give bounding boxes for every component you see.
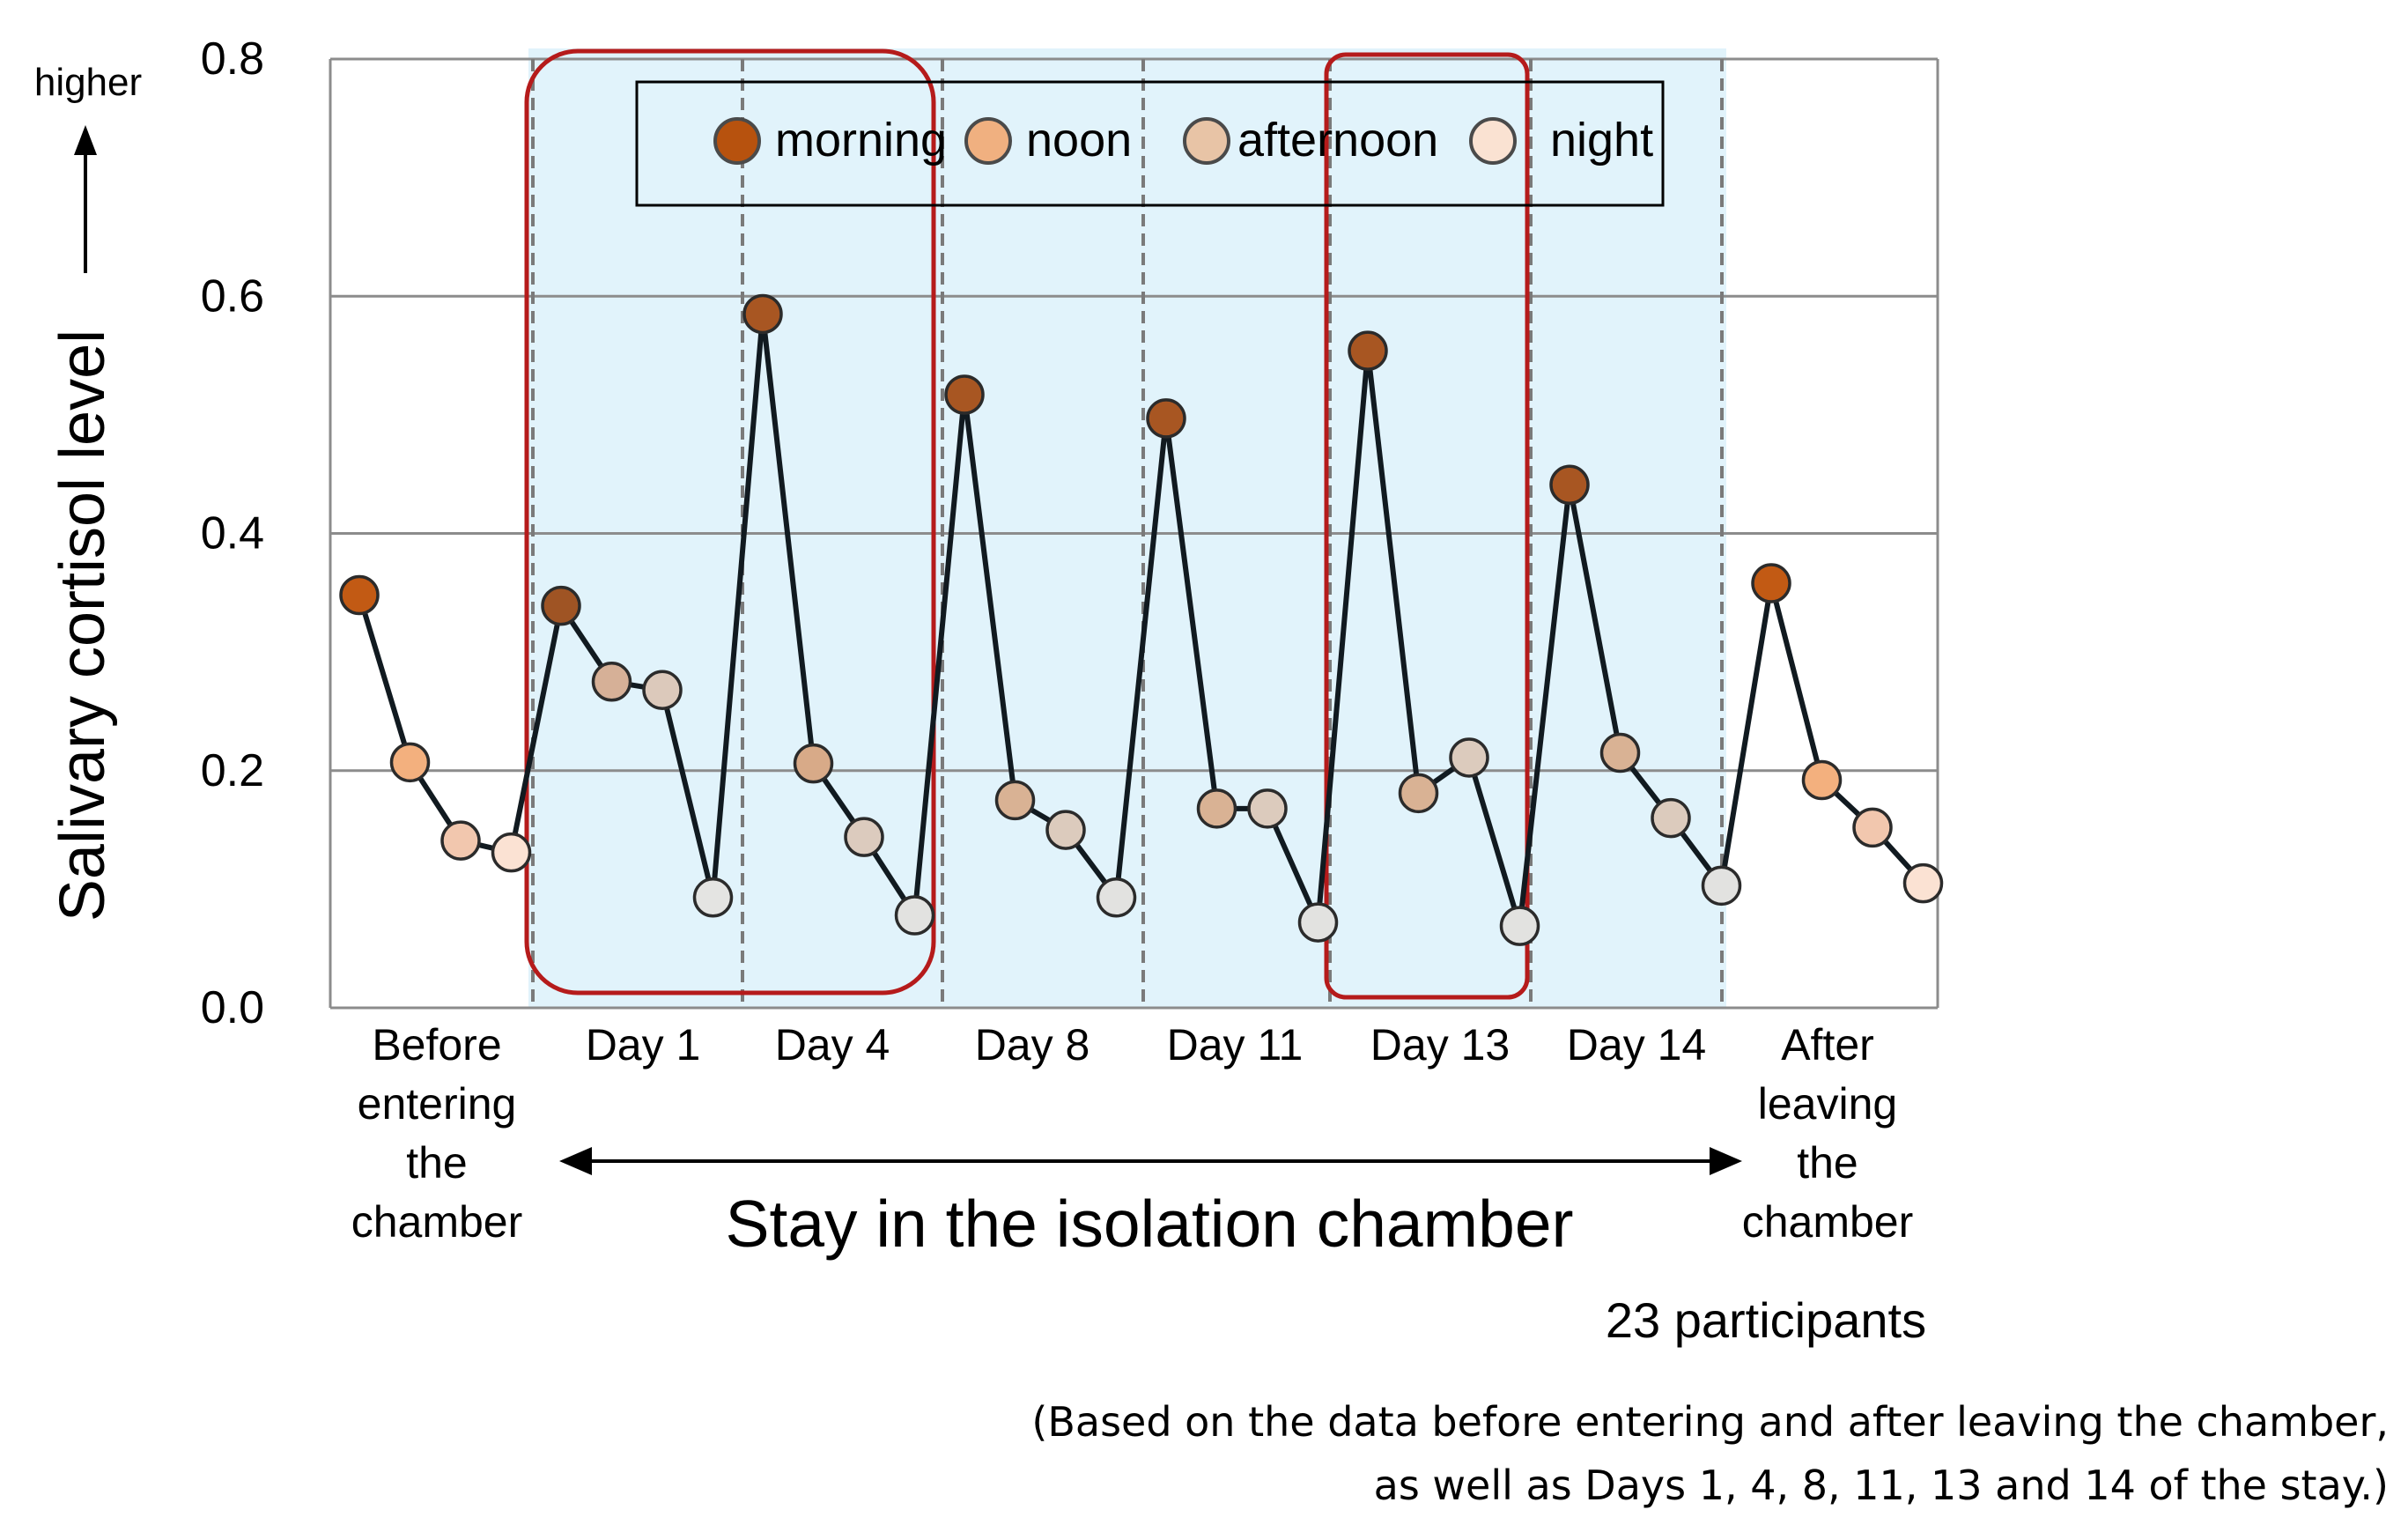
footnote-line: as well as Days 1, 4, 8, 11, 13 and 14 o…	[1374, 1462, 2389, 1509]
data-point	[742, 293, 783, 335]
data-point	[491, 832, 532, 873]
legend-marker-noon	[964, 117, 1012, 165]
x-label-line: Day 14	[1567, 1020, 1706, 1069]
data-point	[1297, 902, 1339, 943]
data-point	[1852, 807, 1893, 848]
y-tick-label: 0.2	[201, 745, 264, 796]
data-point	[389, 742, 431, 783]
y-direction-label: higher	[34, 61, 142, 104]
data-point	[1549, 464, 1590, 506]
data-point	[944, 374, 985, 415]
data-point	[1701, 865, 1742, 907]
highlight-box-day1-day4	[524, 48, 936, 995]
x-label-line: Before	[372, 1020, 501, 1069]
legend-marker-morning	[713, 117, 761, 165]
data-point	[692, 877, 734, 918]
data-point	[1146, 398, 1186, 439]
y-tick-label: 0.0	[201, 982, 264, 1033]
y-tick-label: 0.6	[201, 270, 264, 322]
data-point	[1499, 906, 1540, 946]
data-point	[1651, 797, 1691, 839]
data-point	[591, 662, 632, 702]
data-point	[541, 585, 581, 626]
legend-marker-night	[1469, 117, 1517, 165]
x-label-line: Day 1	[586, 1020, 701, 1069]
x-label-line: After	[1781, 1020, 1874, 1069]
data-point	[1599, 732, 1641, 773]
y-axis-title: Salivary cortisol level	[48, 329, 118, 921]
data-point	[1348, 330, 1388, 371]
series	[339, 293, 1944, 946]
highlight-box-day13	[1324, 52, 1530, 1000]
higher-arrow-head	[74, 125, 97, 155]
legend-label-afternoon: afternoon	[1237, 114, 1438, 167]
span-arrow-left-head	[559, 1147, 592, 1175]
data-point	[894, 895, 935, 936]
data-point	[1045, 810, 1086, 850]
legend-label-morning: morning	[775, 114, 947, 167]
data-point	[994, 780, 1036, 821]
data-point	[1801, 759, 1843, 801]
x-label-line: Day 4	[775, 1020, 890, 1069]
x-label-line: the	[1797, 1138, 1858, 1188]
y-tick-label: 0.8	[201, 33, 264, 85]
x-label-line: Day 13	[1370, 1020, 1510, 1069]
span-arrow-right-head	[1710, 1147, 1742, 1175]
data-point	[1398, 773, 1439, 814]
data-point	[1096, 877, 1137, 918]
footnote-line: (Based on the data before entering and a…	[1031, 1398, 2389, 1446]
x-label-line: chamber	[351, 1197, 523, 1247]
x-label-line: Day 11	[1167, 1020, 1304, 1069]
legend-marker-afternoon	[1183, 117, 1230, 165]
x-label-line: the	[406, 1138, 468, 1188]
data-point	[1247, 788, 1288, 829]
y-tick-label: 0.4	[201, 508, 264, 559]
data-point	[1902, 862, 1944, 904]
axes: 0.0 0.2 0.4 0.6 0.8 Before entering the chamber D…	[34, 33, 2389, 1509]
chamber-shading	[528, 48, 1726, 1008]
data-point	[339, 574, 380, 616]
data-point	[844, 817, 884, 857]
grid	[329, 57, 1939, 1010]
data-point	[440, 820, 481, 861]
data-point	[1196, 788, 1237, 829]
data-point	[1449, 737, 1489, 778]
highlight-boxes	[524, 48, 1530, 1000]
x-label-line: entering	[358, 1079, 517, 1129]
chamber-shade	[528, 48, 1726, 1008]
legend: morning noon afternoon night	[635, 80, 1665, 207]
data-point	[793, 743, 834, 784]
legend-label-night: night	[1550, 114, 1653, 167]
data-point	[1751, 563, 1791, 603]
participants-note: 23 participants	[1606, 1292, 1926, 1348]
day-dividers	[531, 59, 1724, 1008]
legend-label-noon: noon	[1026, 114, 1132, 167]
data-point	[642, 670, 683, 710]
legend-box	[635, 80, 1665, 207]
x-label-line: Day 8	[975, 1020, 1090, 1069]
span-label: Stay in the isolation chamber	[725, 1187, 1573, 1261]
x-label-line: chamber	[1742, 1197, 1914, 1247]
x-label-line: leaving	[1758, 1079, 1897, 1129]
